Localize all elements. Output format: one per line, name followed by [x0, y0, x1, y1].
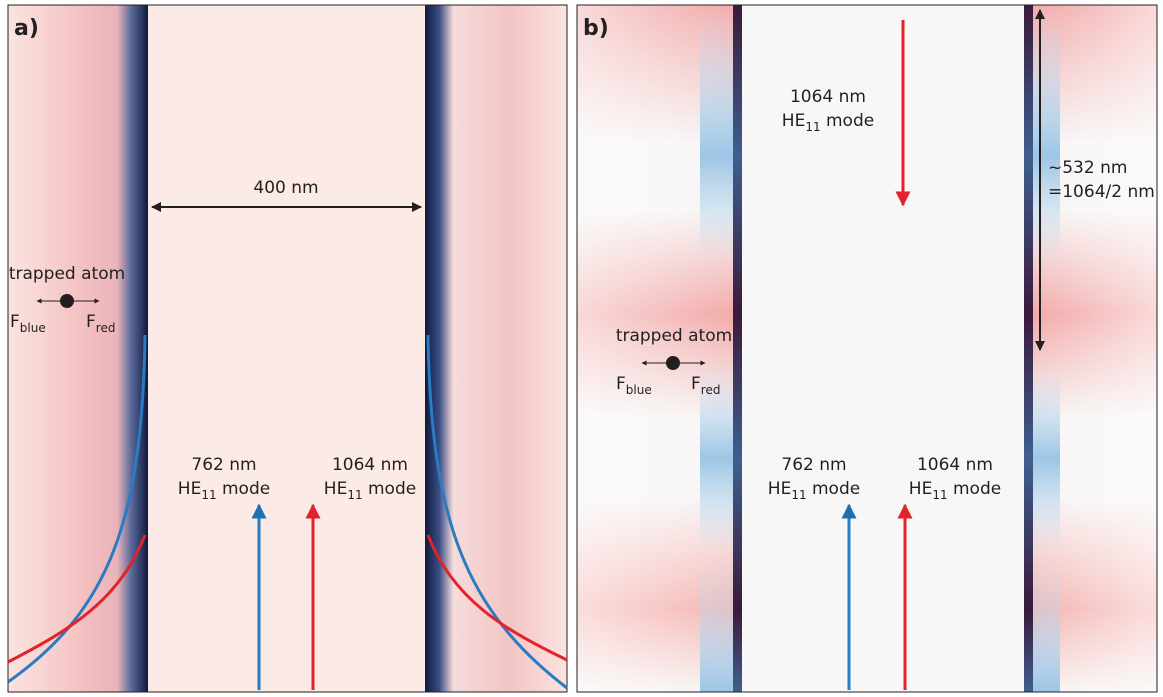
prefix: HE [909, 479, 933, 499]
fiber-edge [1024, 5, 1033, 692]
force-label: Fblue [10, 312, 46, 335]
mode-wavelength: 1064 nm [790, 87, 866, 107]
mode-wavelength: 762 nm [781, 455, 846, 475]
force-label: Fblue [616, 374, 652, 397]
subscript: blue [626, 383, 652, 397]
panel-a: 400 nm a) trapped atom Fblue Fred [7, 4, 568, 693]
subscript: red [701, 383, 721, 397]
prefix: HE [782, 111, 806, 131]
blue-decay [426, 334, 568, 690]
frame [576, 4, 1158, 693]
suffix: mode [807, 479, 861, 499]
prefix: HE [768, 479, 792, 499]
symbol: F [691, 374, 701, 394]
blue-field [700, 5, 735, 692]
prefix: HE [324, 479, 348, 499]
force-label: Fred [691, 374, 720, 397]
field-right [425, 5, 567, 692]
frame [7, 4, 568, 693]
subscript: blue [20, 321, 46, 335]
red-decay [426, 534, 568, 662]
suffix: mode [948, 479, 1002, 499]
suffix: mode [363, 479, 417, 499]
blue-field [1030, 5, 1060, 692]
blue-decay [7, 334, 147, 684]
subscript: 11 [791, 488, 806, 502]
mode-name: HE11 mode [324, 479, 416, 502]
mode-wavelength: 1064 nm [917, 455, 993, 475]
period-label: ~532 nm [1048, 158, 1127, 178]
suffix: mode [821, 111, 875, 131]
atom [60, 294, 74, 308]
symbol: F [10, 312, 20, 332]
subscript: 11 [347, 488, 362, 502]
atom-label: trapped atom [616, 326, 732, 346]
mode-name: HE11 mode [782, 111, 874, 134]
mode-wavelength: 762 nm [191, 455, 256, 475]
subscript: 11 [805, 120, 820, 134]
period-formula: =1064/2 nm [1048, 182, 1155, 202]
separation-label: 400 nm [253, 178, 318, 198]
field-left [8, 5, 148, 692]
atom-label: trapped atom [9, 264, 125, 284]
panel-label: b) [583, 16, 609, 41]
mode-name: HE11 mode [178, 479, 270, 502]
mode-wavelength: 1064 nm [332, 455, 408, 475]
atom [666, 356, 680, 370]
symbol: F [86, 312, 96, 332]
panel-label: a) [14, 16, 39, 41]
red-decay [7, 534, 147, 664]
force-label: Fred [86, 312, 115, 335]
panel-b: b) ~532 nm =1064/2 nm 1064 nm HE11 mode … [576, 4, 1158, 693]
subscript: red [96, 321, 116, 335]
subscript: 11 [201, 488, 216, 502]
fiber-edge [733, 5, 742, 692]
subscript: 11 [932, 488, 947, 502]
prefix: HE [178, 479, 202, 499]
suffix: mode [217, 479, 271, 499]
mode-name: HE11 mode [768, 479, 860, 502]
symbol: F [616, 374, 626, 394]
mode-name: HE11 mode [909, 479, 1001, 502]
